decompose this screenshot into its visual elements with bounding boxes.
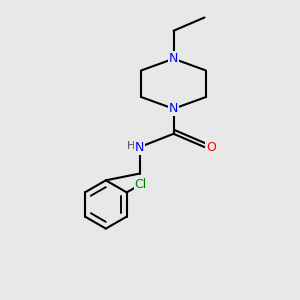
Text: N: N [169, 102, 178, 115]
Text: Cl: Cl [135, 178, 147, 191]
Text: N: N [169, 52, 178, 65]
Text: H: H [127, 142, 136, 152]
Text: N: N [135, 141, 144, 154]
Text: O: O [206, 141, 216, 154]
